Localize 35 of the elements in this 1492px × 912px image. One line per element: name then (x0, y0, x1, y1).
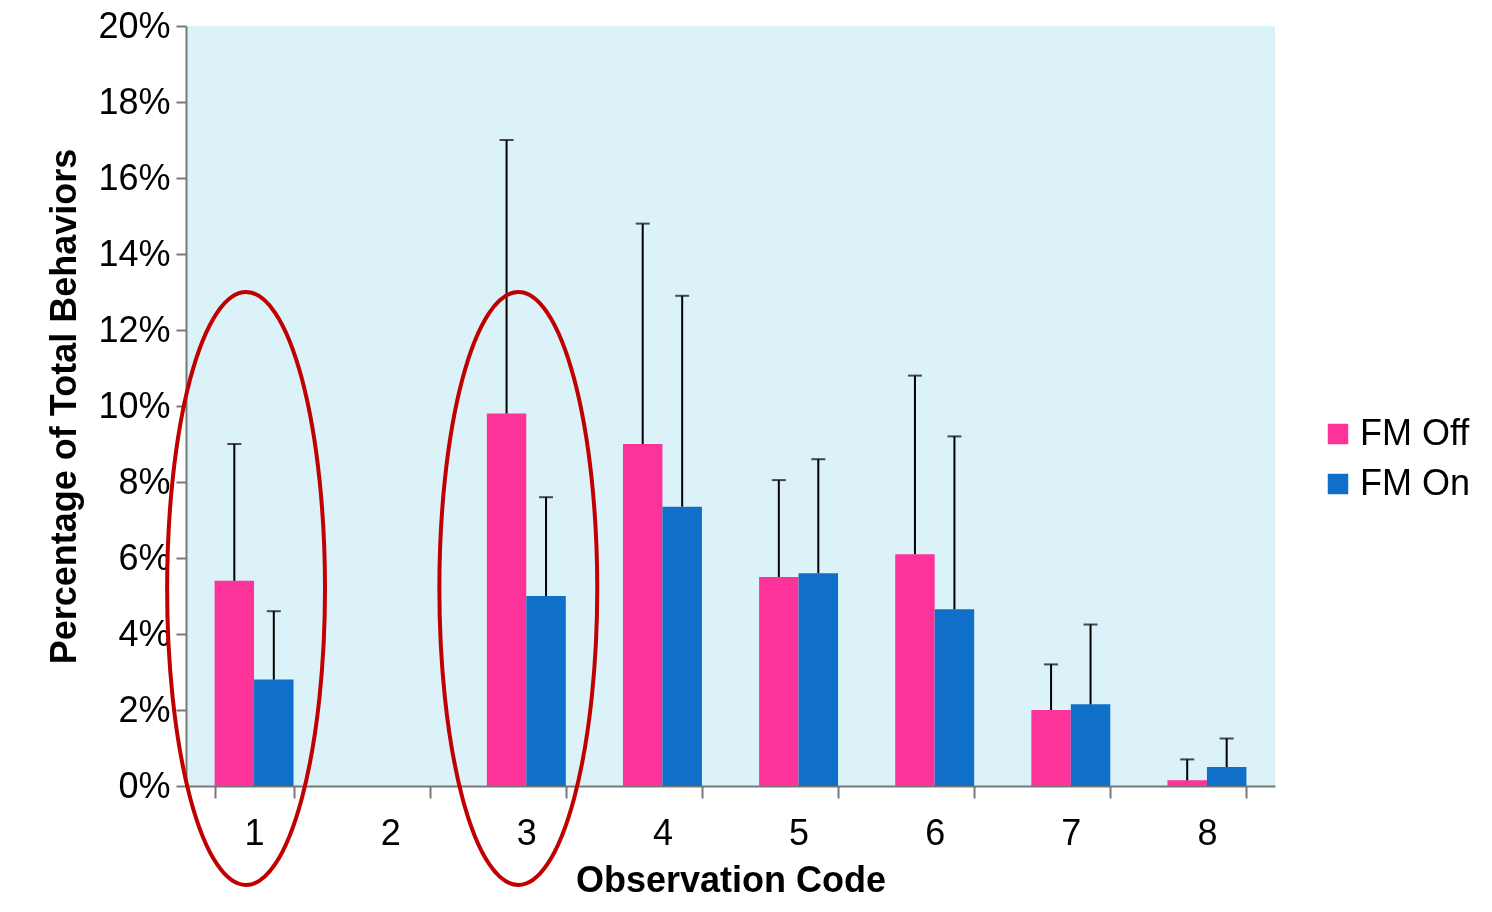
bar (798, 573, 839, 786)
y-tick-label: 14% (98, 232, 171, 274)
bar (759, 577, 799, 786)
y-tick-label: 12% (98, 308, 171, 350)
bar (934, 609, 975, 786)
x-tick-label: 6 (925, 811, 946, 853)
legend-label: FM On (1360, 462, 1471, 503)
x-axis-title: Observation Code (575, 858, 887, 900)
legend-label: FM Off (1360, 412, 1471, 453)
bar (486, 413, 527, 786)
bar (1206, 767, 1247, 786)
bar (1070, 704, 1111, 786)
bar (1031, 710, 1071, 786)
bar (526, 596, 566, 786)
y-tick-label: 18% (98, 80, 171, 122)
x-tick-label: 8 (1197, 811, 1218, 853)
bar (895, 554, 935, 786)
y-tick-label: 10% (98, 384, 171, 426)
bar (1167, 780, 1207, 786)
x-tick-label: 7 (1061, 811, 1082, 853)
y-axis-title: Percentage of Total Behaviors (43, 148, 85, 665)
x-tick-label: 4 (652, 811, 673, 853)
y-tick-label: 16% (98, 156, 171, 198)
bar (622, 444, 663, 786)
bar (214, 580, 255, 786)
x-tick-label: 2 (380, 811, 401, 853)
y-tick-label: 8% (118, 460, 171, 502)
x-tick-label: 1 (244, 811, 265, 853)
x-tick-label: 3 (516, 811, 537, 853)
y-tick-label: 0% (118, 764, 171, 806)
bar (662, 506, 702, 786)
x-tick-label: 5 (789, 811, 810, 853)
y-tick-label: 20% (98, 4, 171, 46)
y-tick-label: 2% (118, 688, 171, 730)
bar (254, 679, 294, 786)
